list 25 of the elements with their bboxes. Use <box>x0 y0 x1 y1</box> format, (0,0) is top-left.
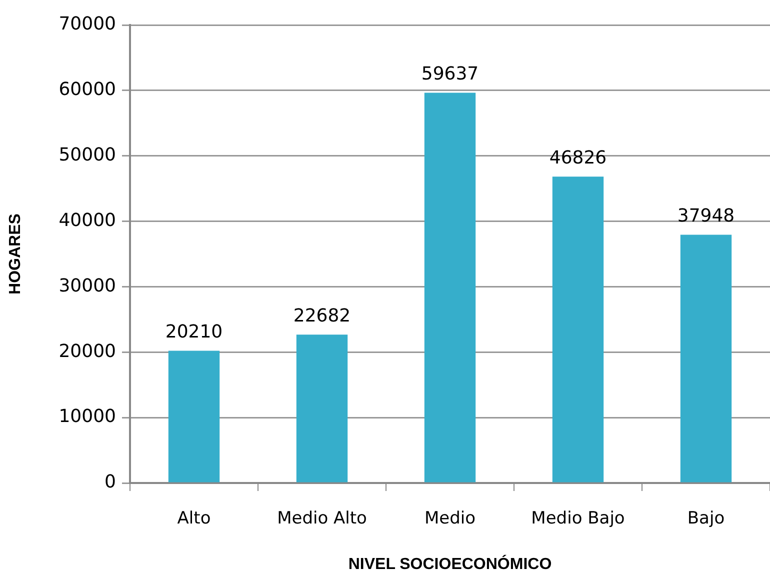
x-tick-label: Bajo <box>687 508 725 529</box>
data-label: 46826 <box>549 147 607 168</box>
x-tick-label: Medio <box>424 508 476 529</box>
y-tick-label: 40000 <box>58 210 116 231</box>
data-label: 37948 <box>677 205 735 226</box>
x-tick-label: Medio Alto <box>277 508 367 529</box>
x-tick-label: Alto <box>177 508 211 529</box>
x-axis-title: NIVEL SOCIOECONÓMICO <box>348 554 552 573</box>
y-tick-label: 70000 <box>58 14 116 35</box>
y-tick-label: 50000 <box>58 144 116 166</box>
bar <box>552 176 604 482</box>
y-tick-label: 0 <box>104 472 116 493</box>
data-label: 22682 <box>293 305 351 326</box>
y-tick-label: 30000 <box>58 275 116 296</box>
y-tick-label: 20000 <box>58 340 116 362</box>
data-label: 20210 <box>165 321 223 342</box>
bar <box>296 334 348 482</box>
x-tick-label: Medio Bajo <box>531 508 625 529</box>
bar <box>168 350 220 482</box>
data-label: 59637 <box>421 63 479 84</box>
bar <box>424 92 476 482</box>
bar <box>680 234 732 482</box>
y-axis-title: HOGARES <box>7 213 24 294</box>
y-tick-label: 60000 <box>58 79 116 100</box>
y-tick-label: 10000 <box>58 406 116 428</box>
